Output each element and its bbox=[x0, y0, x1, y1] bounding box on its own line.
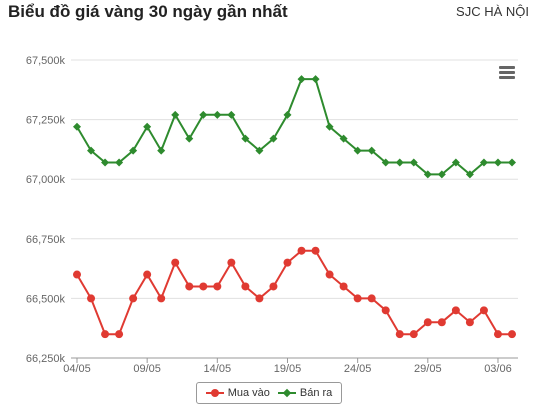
data-point[interactable] bbox=[213, 282, 222, 291]
chart-header: Biểu đồ giá vàng 30 ngày gần nhất SJC HÀ… bbox=[0, 0, 551, 28]
x-tick-label: 09/05 bbox=[133, 363, 161, 375]
data-point[interactable] bbox=[465, 170, 474, 179]
data-point[interactable] bbox=[339, 282, 348, 291]
data-point[interactable] bbox=[395, 158, 404, 167]
data-point[interactable] bbox=[199, 282, 208, 291]
data-point[interactable] bbox=[269, 134, 278, 143]
data-point[interactable] bbox=[451, 158, 460, 167]
data-point[interactable] bbox=[213, 110, 222, 119]
x-tick-label: 03/06 bbox=[484, 363, 512, 375]
data-point[interactable] bbox=[185, 282, 194, 291]
data-point[interactable] bbox=[339, 134, 348, 143]
data-point[interactable] bbox=[353, 146, 362, 155]
legend-item-sell[interactable]: Bán ra bbox=[277, 387, 333, 399]
data-point[interactable] bbox=[157, 294, 166, 303]
data-point[interactable] bbox=[409, 330, 418, 339]
data-point[interactable] bbox=[87, 146, 96, 155]
data-point[interactable] bbox=[255, 146, 264, 155]
data-point[interactable] bbox=[283, 110, 292, 119]
data-point[interactable] bbox=[325, 122, 334, 131]
legend-circle-icon bbox=[205, 388, 224, 398]
data-point[interactable] bbox=[241, 134, 250, 143]
data-point[interactable] bbox=[395, 330, 404, 339]
data-point[interactable] bbox=[325, 270, 334, 279]
legend-diamond-icon bbox=[277, 388, 296, 398]
chart-subtitle: SJC HÀ NỘI bbox=[456, 4, 529, 19]
data-point[interactable] bbox=[493, 330, 502, 339]
y-tick-label: 67,500k bbox=[26, 55, 66, 67]
chart-menu-button[interactable] bbox=[497, 66, 517, 82]
data-point[interactable] bbox=[143, 122, 152, 131]
series-buy bbox=[73, 246, 516, 339]
data-point[interactable] bbox=[185, 134, 194, 143]
hamburger-menu-icon bbox=[499, 66, 515, 69]
series-sell bbox=[73, 75, 516, 179]
data-point[interactable] bbox=[297, 75, 306, 84]
data-point[interactable] bbox=[479, 306, 488, 315]
x-tick-label: 04/05 bbox=[63, 363, 91, 375]
data-point[interactable] bbox=[157, 146, 166, 155]
data-point[interactable] bbox=[171, 258, 180, 267]
x-tick-label: 29/05 bbox=[414, 363, 442, 375]
data-point[interactable] bbox=[101, 330, 110, 339]
series-line bbox=[76, 78, 512, 176]
data-point[interactable] bbox=[423, 318, 432, 327]
data-point[interactable] bbox=[508, 330, 516, 339]
data-point[interactable] bbox=[269, 282, 278, 291]
data-point[interactable] bbox=[508, 158, 516, 167]
data-point[interactable] bbox=[255, 294, 264, 303]
data-point[interactable] bbox=[297, 246, 306, 255]
data-point[interactable] bbox=[311, 246, 320, 255]
chart-legend: Mua vào Bán ra bbox=[196, 382, 342, 404]
hamburger-menu-icon-bar bbox=[499, 71, 515, 74]
y-tick-label: 66,500k bbox=[26, 293, 66, 305]
data-point[interactable] bbox=[437, 170, 446, 179]
data-point[interactable] bbox=[479, 158, 488, 167]
data-point[interactable] bbox=[381, 158, 390, 167]
legend-label-sell: Bán ra bbox=[299, 387, 333, 399]
x-tick-label: 24/05 bbox=[344, 363, 372, 375]
y-tick-label: 67,250k bbox=[26, 115, 66, 127]
data-point[interactable] bbox=[437, 318, 446, 327]
data-point[interactable] bbox=[241, 282, 250, 291]
y-tick-label: 66,750k bbox=[26, 234, 66, 246]
hamburger-menu-icon-bar bbox=[499, 76, 515, 79]
data-point[interactable] bbox=[227, 110, 236, 119]
data-point[interactable] bbox=[493, 158, 502, 167]
data-point[interactable] bbox=[451, 306, 460, 315]
legend-label-buy: Mua vào bbox=[227, 387, 270, 399]
data-point[interactable] bbox=[115, 330, 124, 339]
data-point[interactable] bbox=[143, 270, 152, 279]
x-tick-label: 19/05 bbox=[274, 363, 302, 375]
y-tick-label: 66,250k bbox=[26, 353, 66, 365]
data-point[interactable] bbox=[87, 294, 96, 303]
data-point[interactable] bbox=[283, 258, 292, 267]
axes bbox=[71, 357, 518, 363]
tick-labels: 66,250k 66,500k 66,750k 67,000k 67,250k 67,50… bbox=[26, 55, 512, 375]
series-line bbox=[76, 249, 512, 336]
data-point[interactable] bbox=[101, 158, 110, 167]
data-point[interactable] bbox=[73, 122, 81, 131]
chart-title: Biểu đồ giá vàng 30 ngày gần nhất bbox=[8, 2, 288, 21]
data-point[interactable] bbox=[465, 318, 474, 327]
data-point[interactable] bbox=[367, 294, 376, 303]
x-tick-label: 14/05 bbox=[204, 363, 232, 375]
data-point[interactable] bbox=[73, 270, 81, 279]
data-point[interactable] bbox=[129, 146, 138, 155]
data-point[interactable] bbox=[353, 294, 362, 303]
data-point[interactable] bbox=[115, 158, 124, 167]
data-point[interactable] bbox=[423, 170, 432, 179]
data-point[interactable] bbox=[311, 75, 320, 84]
data-point[interactable] bbox=[409, 158, 418, 167]
data-point[interactable] bbox=[171, 110, 180, 119]
y-tick-label: 67,000k bbox=[26, 174, 66, 186]
series-lines bbox=[73, 75, 516, 339]
data-point[interactable] bbox=[227, 258, 236, 267]
data-point[interactable] bbox=[381, 306, 390, 315]
data-point[interactable] bbox=[199, 110, 208, 119]
legend-item-buy[interactable]: Mua vào bbox=[205, 387, 270, 399]
data-point[interactable] bbox=[129, 294, 138, 303]
data-point[interactable] bbox=[367, 146, 376, 155]
